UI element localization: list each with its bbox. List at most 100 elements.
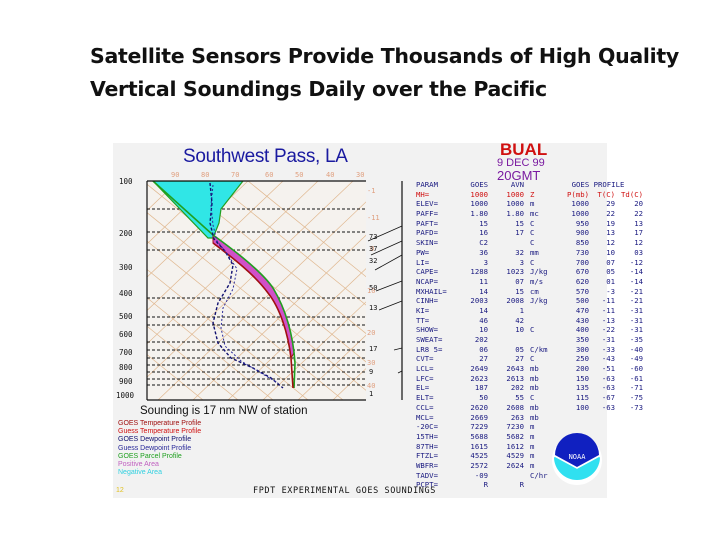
profile-row: 850 12 12 <box>575 238 643 248</box>
parameter-row: PW= 36 32 mm <box>416 247 539 257</box>
guess-dewpoint-line <box>210 184 279 384</box>
profile-row: 115 -67 -75 <box>575 393 643 403</box>
profile-table: GOES PROFILE P(mb) T(C) Td(C) 1000 29 20 10… <box>553 180 643 413</box>
sounding-time: 20GMT <box>497 168 541 183</box>
svg-text:100: 100 <box>119 177 133 186</box>
profile-row: 570 -3 -21 <box>575 286 643 296</box>
parameter-row: ELT= 50 55 C <box>416 393 535 403</box>
parameter-row: CVT= 27 27 C <box>416 354 535 364</box>
svg-text:200: 200 <box>119 229 133 238</box>
svg-text:9: 9 <box>369 368 373 376</box>
parameter-row: LFC= 2623 2613 mb <box>416 373 539 383</box>
parameter-row: CAPE= 1288 1023 J/kg <box>416 267 548 277</box>
profile-row: 100 -63 -73 <box>575 402 643 412</box>
dewpoint-line <box>209 182 284 389</box>
svg-text:700: 700 <box>119 348 133 357</box>
negative-area <box>152 181 244 239</box>
profile-row: 300 -33 -40 <box>575 344 643 354</box>
parameter-row: PAFF= 1.80 1.80 mc <box>416 209 539 219</box>
parameter-row: PAFD= 16 17 C <box>416 228 535 238</box>
parameter-row: SKIN= C2 C <box>416 238 535 248</box>
pressure-axis-labels: 100 200 300 400 500 600 700 800 900 1000 <box>116 177 135 400</box>
svg-text:300: 300 <box>119 263 133 272</box>
parameter-row: ELEV= 1000 1000 m <box>416 199 535 209</box>
svg-text:1: 1 <box>369 390 373 398</box>
parameter-row: NCAP= 11 07 m/s <box>416 276 544 286</box>
legend-item: GOES Dewpoint Profile <box>118 436 192 444</box>
parameter-row: SWEAT= 202 <box>416 335 488 344</box>
wind-speed-labels: 73 37 32 50 13 17 9 1 <box>369 233 377 398</box>
sounding-date: 9 DEC 99 <box>497 157 545 169</box>
svg-text:500: 500 <box>119 312 133 321</box>
parameter-table-header: PARAM GOES AVN <box>416 180 524 189</box>
profile-row: 500 -11 -21 <box>575 296 643 306</box>
parameter-row: FTZL= 4525 4529 m <box>416 451 535 461</box>
parameter-row: MH= 1000 1000 Z <box>416 189 535 199</box>
sounding-panel: 100 200 300 400 500 600 700 800 900 1000… <box>113 140 643 498</box>
profile-row: 670 05 -14 <box>575 267 643 277</box>
svg-text:400: 400 <box>119 289 133 298</box>
profile-row: 900 13 17 <box>575 228 643 238</box>
legend-item: Guess Temperature Profile <box>118 428 202 436</box>
profile-row: 470 -11 -31 <box>575 305 643 315</box>
profile-row: 1000 29 20 <box>571 199 643 209</box>
svg-text:80: 80 <box>201 171 209 179</box>
sounding-location-note: Sounding is 17 nm NW of station <box>140 405 308 417</box>
svg-text:32: 32 <box>369 257 377 265</box>
parcel-profile-line <box>152 181 296 389</box>
legend-item: Guess Dewpoint Profile <box>118 444 192 452</box>
svg-text:40: 40 <box>326 171 334 179</box>
svg-text:50: 50 <box>295 171 303 179</box>
svg-text:0: 0 <box>370 245 374 253</box>
profile-row: 730 10 03 <box>575 247 643 257</box>
parameter-row: 87TH= 1615 1612 m <box>416 441 535 451</box>
profile-title: GOES PROFILE <box>571 180 625 189</box>
svg-text:13: 13 <box>369 304 377 312</box>
parameter-row: PAFT= 15 15 C <box>416 218 535 228</box>
temperature-line <box>212 242 294 389</box>
parameter-row: KI= 14 1 <box>416 305 524 315</box>
svg-text:17: 17 <box>369 345 377 353</box>
legend-item: GOES Temperature Profile <box>118 420 202 427</box>
profile-row: 620 01 -14 <box>575 276 643 286</box>
skew-t-diagram: 100 200 300 400 500 600 700 800 900 1000… <box>116 171 403 401</box>
svg-text:37: 37 <box>369 245 377 253</box>
svg-text:73: 73 <box>369 233 377 241</box>
parameter-row: MCL= 2669 263 mb <box>416 412 539 422</box>
profile-row: 350 -31 -35 <box>575 335 643 344</box>
slide-title: Satellite Sensors Provide Thousands of H… <box>90 44 679 101</box>
profile-row: 1000 22 22 <box>571 209 643 219</box>
wind-barbs <box>367 225 403 374</box>
svg-text:20: 20 <box>367 329 375 337</box>
svg-text:800: 800 <box>119 363 133 372</box>
parameter-row: EL= 187 202 mb <box>416 383 539 393</box>
profile-row: 430 -13 -31 <box>575 315 643 325</box>
station-title: Southwest Pass, LA <box>183 146 348 167</box>
svg-text:30: 30 <box>356 171 364 179</box>
parameter-row: MXHAIL= 14 15 cm <box>416 286 539 296</box>
profile-row: 250 -43 -49 <box>575 354 643 364</box>
parameter-row: WBFR= 2572 2624 m <box>416 460 535 470</box>
parameter-row: PCPT= R R <box>416 480 524 490</box>
svg-text:-1: -1 <box>367 187 375 195</box>
svg-text:60: 60 <box>265 171 273 179</box>
parameter-row: LR8 5= 06 05 C/km <box>416 344 548 354</box>
profile-row: 135 -63 -71 <box>575 383 643 393</box>
profile-row: 950 19 13 <box>575 218 643 228</box>
temperature-axis-labels: 90 80 70 60 50 40 30 <box>171 171 364 179</box>
svg-text:NOAA: NOAA <box>569 453 587 461</box>
parameter-table: PARAM GOES AVN MH= 1000 1000 Z ELEV= 1000 1000… <box>416 180 558 490</box>
svg-text:70: 70 <box>231 171 239 179</box>
parameter-row: SHOW= 10 10 C <box>416 325 535 335</box>
profile-row: 150 -63 -61 <box>575 373 643 383</box>
corner-mark: 12 <box>116 487 124 494</box>
svg-text:600: 600 <box>119 330 133 339</box>
mixing-ratio-labels: -1 -11 0 10 20 30 40 <box>367 187 380 390</box>
svg-text:40: 40 <box>367 382 375 390</box>
parameter-row: TADV= -09 C/hr <box>416 470 548 480</box>
site-code: BUAL <box>500 140 548 159</box>
svg-text:90: 90 <box>171 171 179 179</box>
legend-item: GOES Parcel Profile <box>118 452 182 460</box>
parameter-row: LI= 3 3 C <box>416 257 535 267</box>
svg-text:30: 30 <box>367 359 375 367</box>
